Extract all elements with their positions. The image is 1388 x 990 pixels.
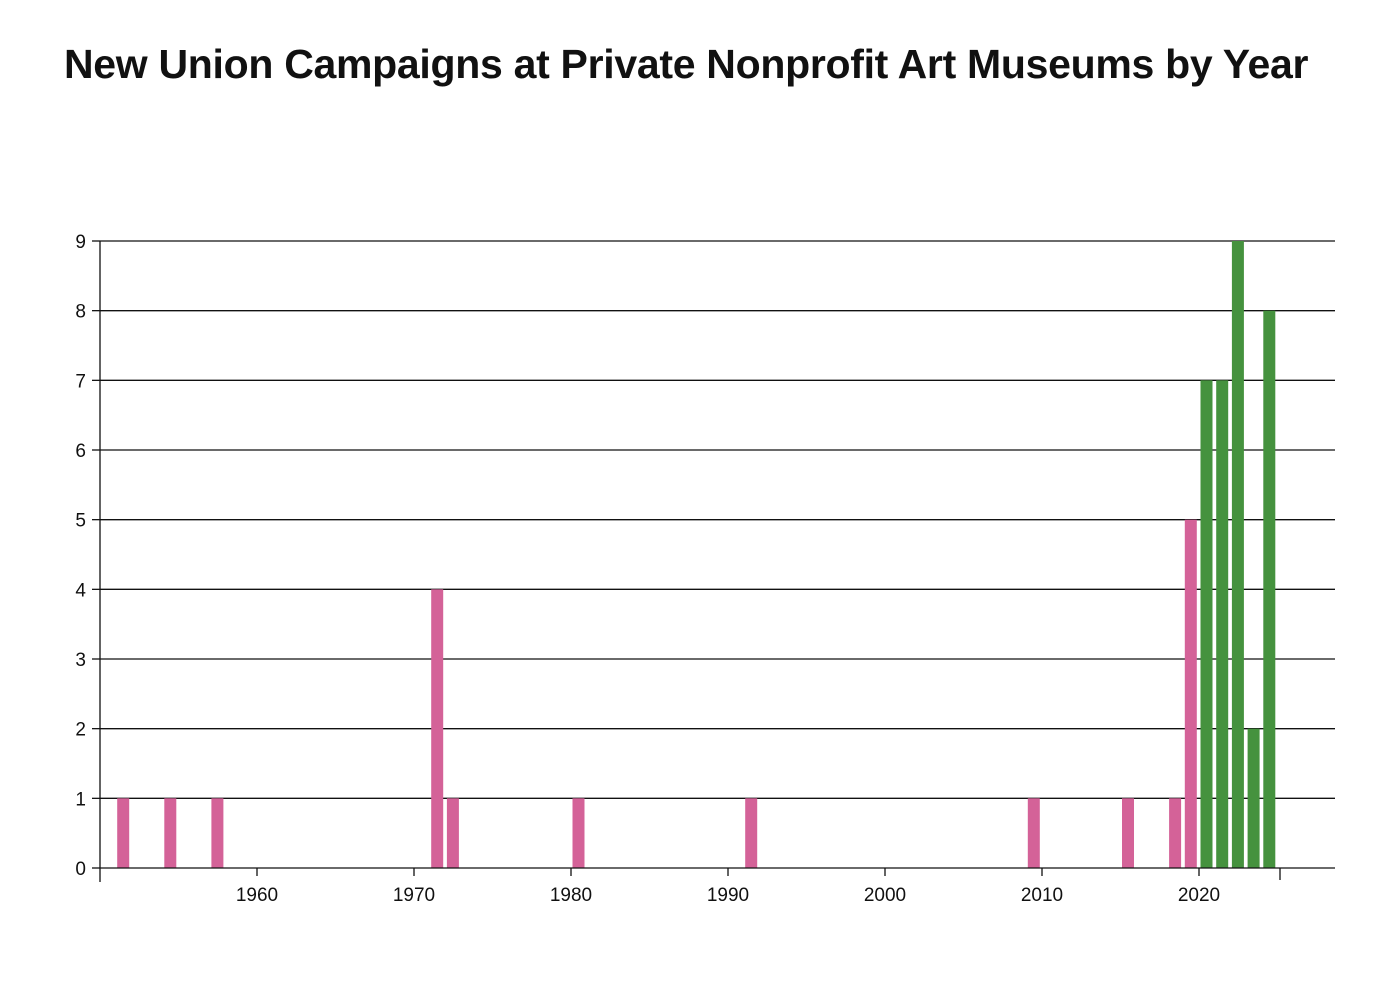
- x-tick-label: 2020: [1178, 885, 1220, 906]
- axes: 0 1 2 3 4 5 6 7 8 9 1960 1970 1980 1990 2000 2010 2020: [75, 232, 1335, 906]
- y-tick-label: 0: [75, 859, 86, 880]
- y-tick-label: 2: [75, 720, 86, 741]
- bar-2022[interactable]: [1231, 241, 1244, 868]
- bar-1951[interactable]: [117, 798, 130, 868]
- x-tick-label: 1960: [236, 885, 278, 906]
- bar-2020[interactable]: [1200, 380, 1213, 868]
- y-tick-label: 8: [75, 302, 86, 323]
- y-tick-label: 4: [75, 580, 86, 601]
- bar-2024[interactable]: [1263, 310, 1276, 869]
- y-tick-label: 3: [75, 650, 86, 671]
- y-tick-label: 6: [75, 441, 86, 462]
- gridlines: [100, 240, 1335, 799]
- bar-2009[interactable]: [1027, 798, 1040, 868]
- bar-2019[interactable]: [1184, 519, 1197, 868]
- y-tick-label: 1: [75, 789, 86, 810]
- bar-1991[interactable]: [745, 798, 758, 868]
- x-tick-label: 1990: [707, 885, 749, 906]
- bar-1971[interactable]: [431, 589, 444, 868]
- bar-2023[interactable]: [1247, 728, 1260, 868]
- bar-1972[interactable]: [446, 798, 459, 868]
- bar-2018[interactable]: [1169, 798, 1182, 868]
- y-tick-label: 5: [75, 511, 86, 532]
- y-tick-label: 7: [75, 371, 86, 392]
- bar-1954[interactable]: [164, 798, 177, 868]
- bar-2015[interactable]: [1122, 798, 1134, 868]
- bars: [117, 241, 1276, 869]
- x-tick-label: 1980: [550, 885, 592, 906]
- x-tick-label: 1970: [393, 885, 435, 906]
- y-tick-label: 9: [75, 232, 86, 253]
- x-tick-label: 2010: [1021, 885, 1063, 906]
- bar-2021[interactable]: [1216, 380, 1229, 868]
- bar-1957[interactable]: [211, 798, 224, 868]
- chart-title: New Union Campaigns at Private Nonprofit…: [64, 41, 1309, 87]
- x-tick-label: 2000: [864, 885, 906, 906]
- bar-1980[interactable]: [572, 798, 585, 868]
